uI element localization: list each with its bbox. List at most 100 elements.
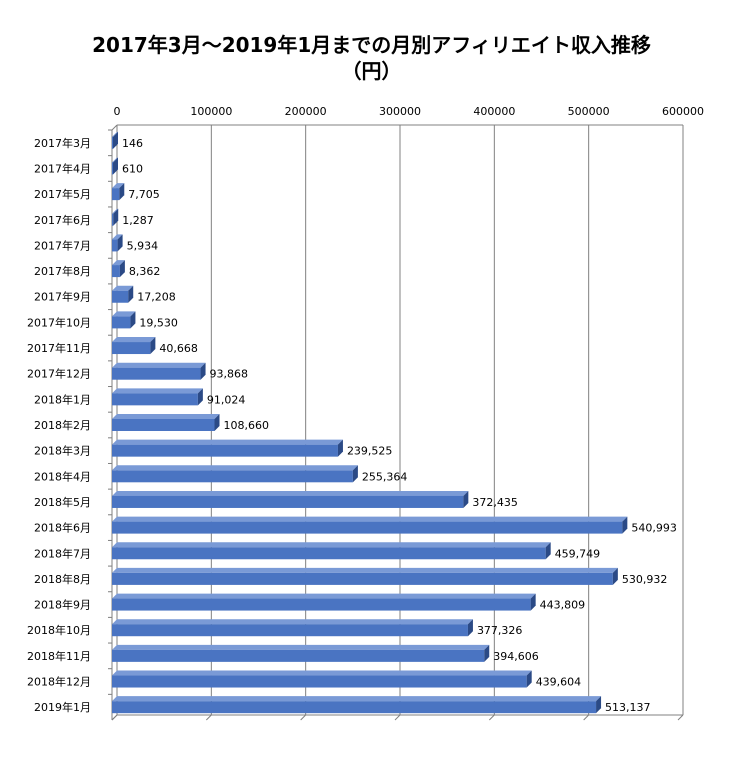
chart-title-line2: （円）	[341, 59, 402, 83]
bar-2017年7月	[112, 234, 123, 252]
data-label: 93,868	[210, 368, 249, 381]
bar-2018年5月	[112, 490, 469, 508]
y-axis-bottom-join	[111, 714, 118, 721]
data-label: 8,362	[129, 265, 161, 278]
bar-front-face	[112, 495, 464, 508]
data-label: 7,705	[128, 188, 160, 201]
bar-end-face	[622, 516, 628, 534]
bar-end-face	[150, 337, 156, 355]
bar-2018年12月	[112, 670, 532, 688]
bar-2017年4月	[112, 157, 118, 175]
bar-2018年4月	[112, 465, 358, 483]
bar-end-face	[119, 183, 125, 201]
bar-2018年8月	[112, 567, 618, 585]
x-tick-label: 300000	[379, 105, 421, 118]
data-label: 5,934	[127, 239, 159, 252]
data-label: 540,993	[631, 522, 677, 535]
category-label: 2018年6月	[34, 521, 91, 535]
bars	[112, 131, 628, 714]
data-label: 530,932	[622, 573, 668, 586]
bar-2019年1月	[112, 696, 602, 714]
category-label: 2018年1月	[34, 392, 91, 406]
bar-front-face	[112, 624, 468, 637]
category-label: 2018年5月	[34, 495, 91, 509]
category-label: 2018年9月	[34, 598, 91, 612]
bar-front-face	[112, 649, 485, 662]
bar-end-face	[113, 208, 119, 226]
bar-front-face	[112, 136, 113, 149]
data-label: 394,606	[493, 650, 539, 663]
data-label: 1,287	[122, 214, 154, 227]
bar-2018年7月	[112, 542, 551, 560]
bar-top-face	[112, 593, 536, 599]
bar-front-face	[112, 239, 118, 252]
bar-end-face	[130, 311, 136, 329]
category-label: 2017年3月	[34, 136, 91, 150]
category-label: 2017年5月	[34, 187, 91, 201]
bar-end-face	[530, 593, 536, 611]
bar-end-face	[197, 388, 203, 406]
labels: 2017年3月 146 2017年4月 610 2017年5月 7,705 2017年6月 1…	[27, 136, 677, 714]
bar-top-face	[112, 644, 490, 650]
bar-2018年11月	[112, 644, 490, 662]
bar-end-face	[128, 285, 134, 303]
bar-end-face	[113, 131, 118, 149]
bar-front-face	[112, 213, 114, 226]
bar-front-face	[112, 265, 120, 278]
bar-front-face	[112, 342, 151, 355]
chart-title-line1: 2017年3月～2019年1月までの月別アフィリエイト収入推移	[92, 33, 651, 57]
bar-top-face	[112, 285, 134, 291]
bar-end-face	[596, 696, 602, 714]
bar-top-face	[112, 183, 125, 189]
bar-top-face	[112, 567, 618, 573]
category-label: 2018年8月	[34, 572, 91, 586]
bar-top-face	[112, 208, 119, 214]
gridline-foot-2	[300, 714, 307, 721]
bar-end-face	[117, 234, 123, 252]
bar-end-face	[467, 619, 473, 637]
bar-2017年10月	[112, 311, 136, 329]
gridline-foot-1	[205, 714, 212, 721]
bar-front-face	[112, 367, 201, 380]
bar-end-face	[545, 542, 551, 560]
bar-top-face	[112, 157, 118, 163]
bar-end-face	[200, 362, 206, 380]
category-label: 2018年4月	[34, 469, 91, 483]
bar-front-face	[112, 521, 623, 534]
bar-2018年6月	[112, 516, 628, 534]
category-label: 2017年8月	[34, 264, 91, 278]
bar-end-face	[484, 644, 490, 662]
x-tick-label: 400000	[473, 105, 515, 118]
bar-2017年12月	[112, 362, 206, 380]
data-label: 17,208	[137, 291, 176, 304]
category-label: 2017年9月	[34, 290, 91, 304]
data-label: 40,668	[159, 342, 198, 355]
bar-top-face	[112, 337, 156, 343]
bar-front-face	[112, 470, 353, 483]
bar-front-face	[112, 316, 131, 329]
data-label: 610	[122, 162, 143, 175]
bar-end-face	[612, 567, 618, 585]
bar-front-face	[112, 572, 613, 585]
bar-2017年8月	[112, 260, 125, 278]
bar-top-face	[112, 490, 469, 496]
y-axis-top-join	[111, 124, 118, 131]
bar-top-face	[112, 696, 602, 702]
bar-end-face	[352, 465, 358, 483]
data-label: 372,435	[472, 496, 517, 509]
data-label: 513,137	[605, 701, 651, 714]
bar-front-face	[112, 290, 129, 303]
category-label: 2017年11月	[27, 341, 91, 355]
x-tick-label: 100000	[190, 105, 232, 118]
data-label: 91,024	[207, 393, 246, 406]
category-label: 2017年10月	[27, 315, 91, 329]
bar-front-face	[112, 547, 546, 560]
bar-2018年3月	[112, 439, 343, 457]
x-tick-label: 0	[114, 105, 121, 118]
bar-2017年9月	[112, 285, 134, 303]
bar-front-face	[112, 419, 215, 431]
bar-top-face	[112, 311, 136, 317]
bar-top-face	[112, 439, 343, 445]
data-label: 108,660	[224, 419, 270, 432]
